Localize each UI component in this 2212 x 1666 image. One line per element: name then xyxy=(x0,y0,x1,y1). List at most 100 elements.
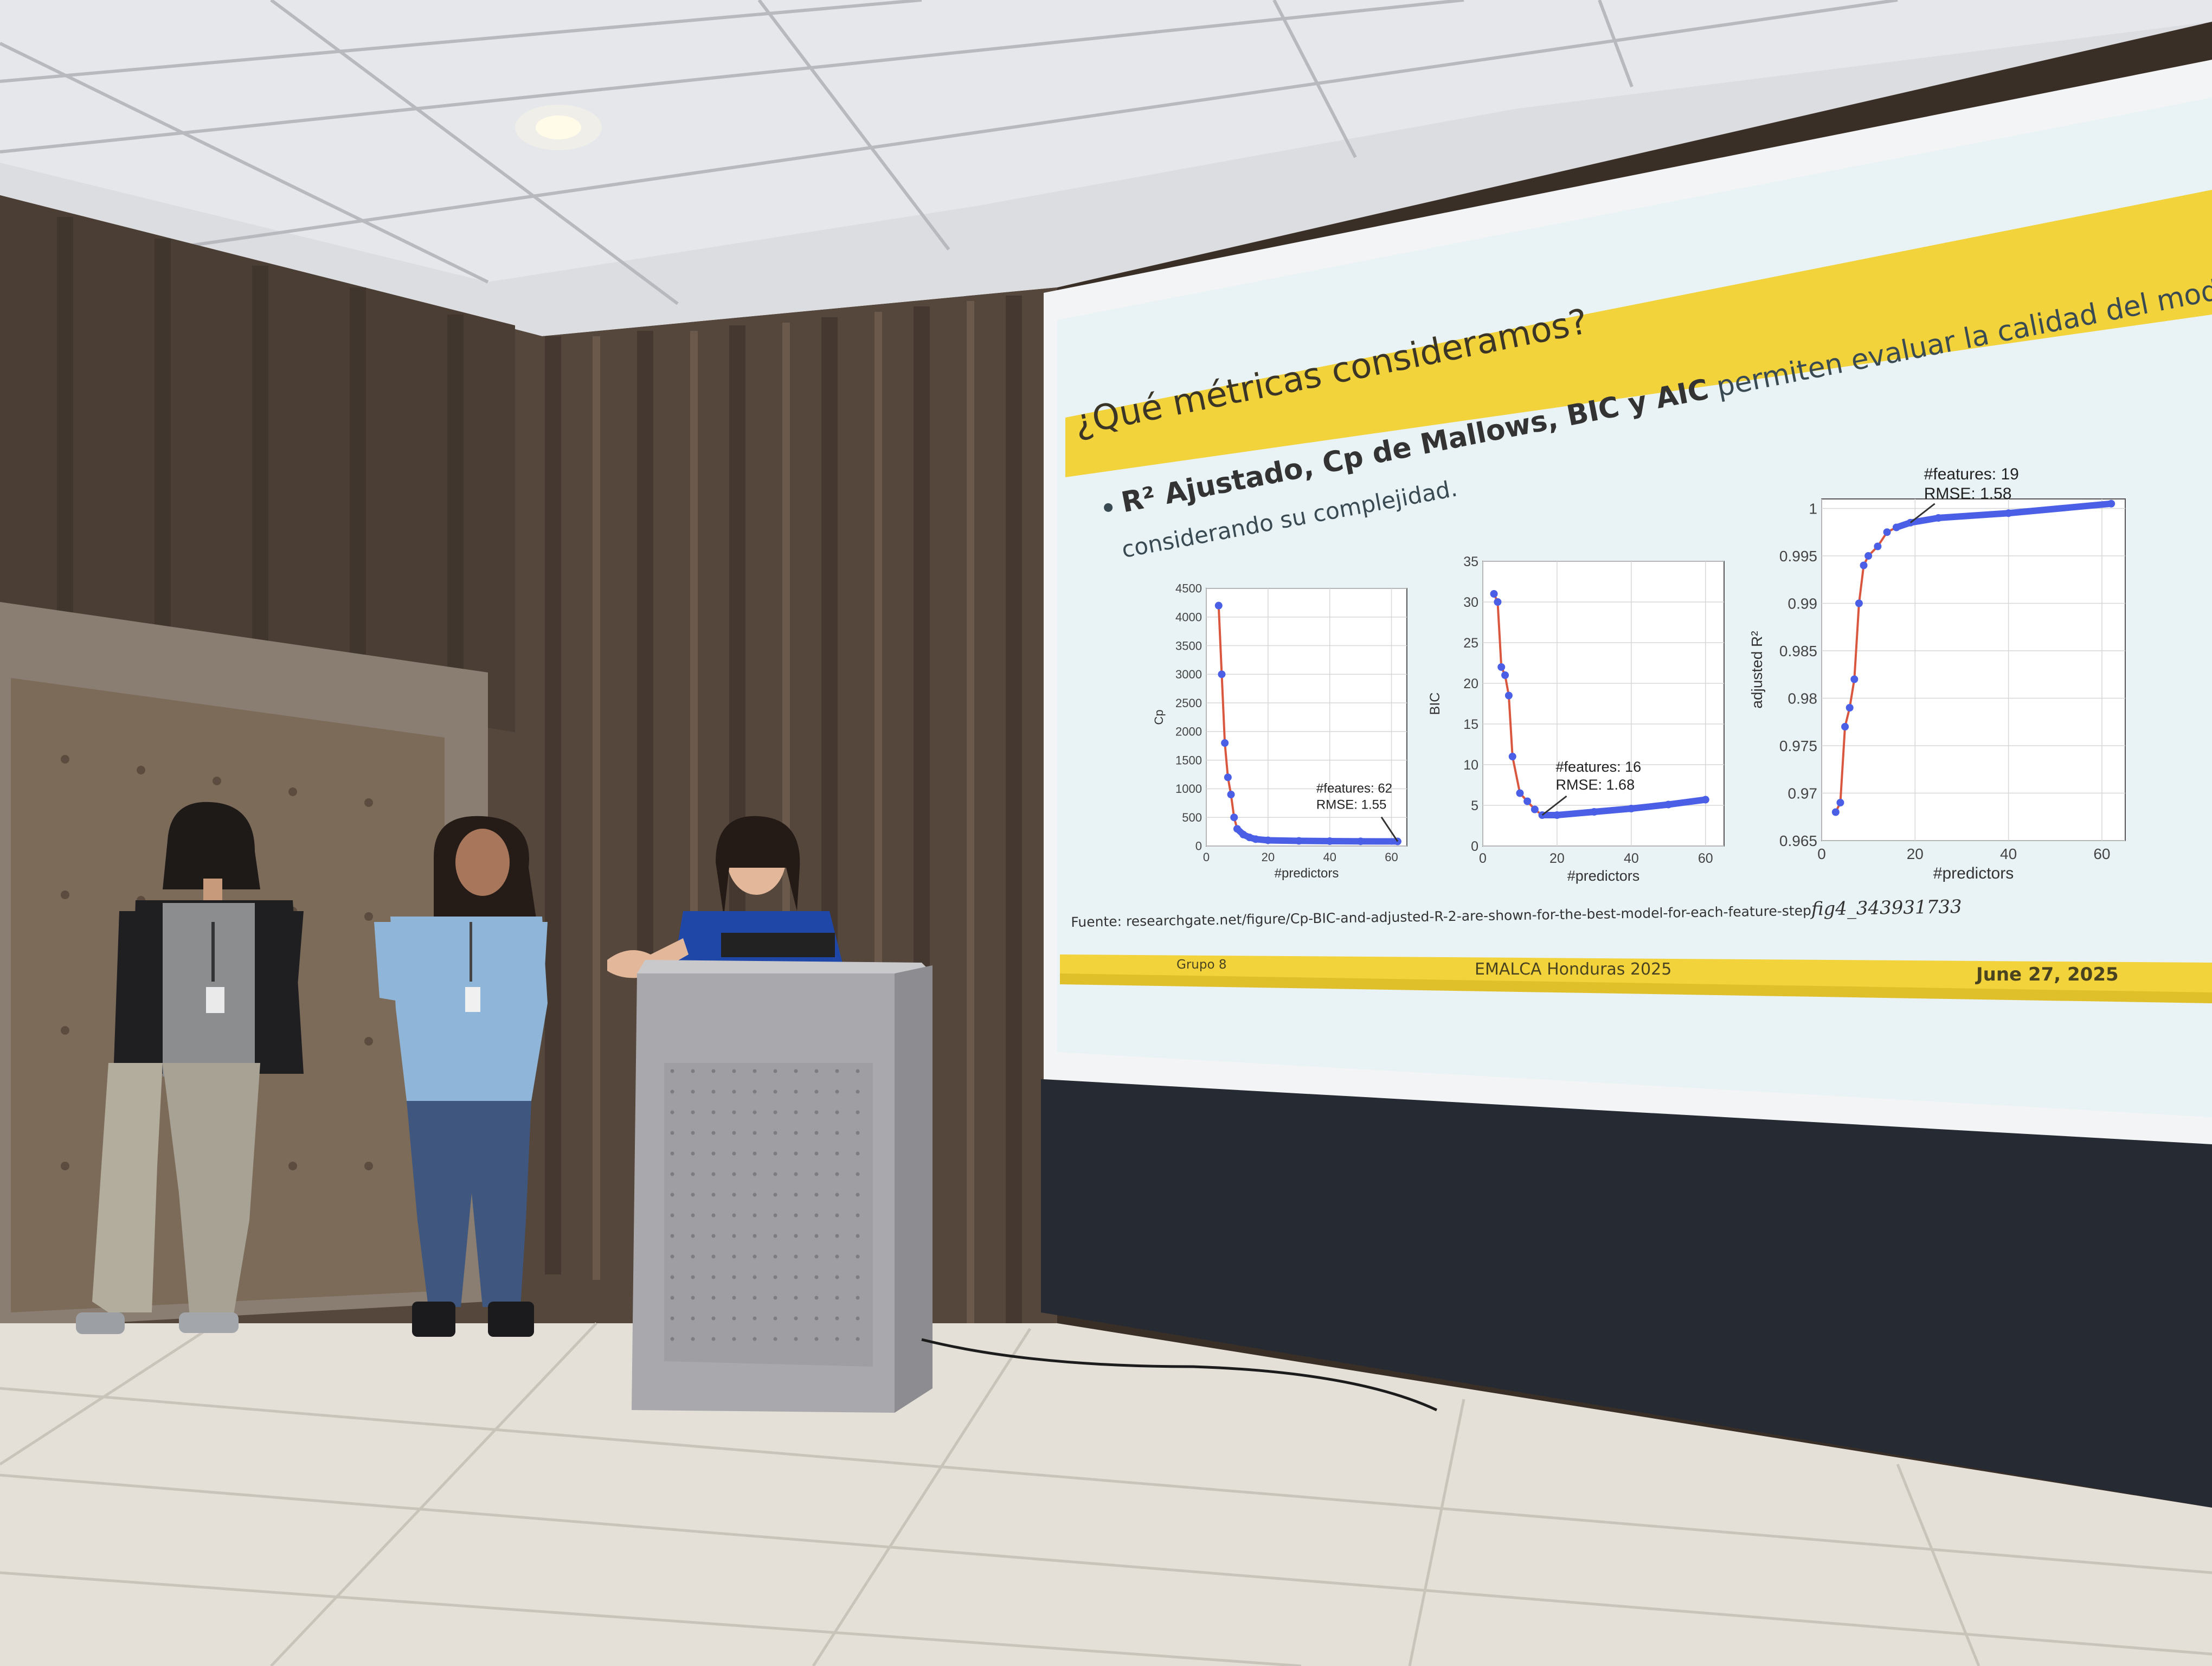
data-point xyxy=(1227,791,1235,798)
lectern-dot xyxy=(856,1337,860,1341)
data-point xyxy=(1230,813,1238,822)
x-tick-label: 60 xyxy=(2093,845,2110,862)
source-suffix: fig4_343931733 xyxy=(1811,896,1962,920)
x-tick-label: 0 xyxy=(1479,851,1487,866)
lectern-dot xyxy=(814,1172,819,1176)
data-point xyxy=(1504,691,1513,700)
lectern-dot xyxy=(773,1069,777,1073)
lectern-dot xyxy=(794,1131,798,1135)
lectern-dot xyxy=(814,1275,819,1279)
x-tick-label: 40 xyxy=(1323,850,1336,864)
lectern-dot xyxy=(814,1316,819,1321)
y-tick-label: 30 xyxy=(1463,595,1478,610)
lectern-dot xyxy=(835,1193,839,1197)
lectern-dot xyxy=(732,1193,736,1197)
lectern-dot xyxy=(691,1193,695,1197)
slide-header-band xyxy=(1065,190,2212,477)
lectern-dot xyxy=(670,1110,674,1114)
lectern-dot xyxy=(856,1275,860,1279)
lectern-dot xyxy=(691,1316,695,1321)
y-tick-label: 1500 xyxy=(1175,753,1202,767)
lectern-dot xyxy=(753,1254,757,1259)
x-tick-label: 0 xyxy=(1817,845,1826,862)
y-tick-label: 1 xyxy=(1809,500,1817,517)
stage-wall xyxy=(1041,1079,2212,1508)
y-axis-label: adjusted R² xyxy=(1748,631,1765,708)
charts-group: 0 20 40 60050010001500200025003000350040004… xyxy=(1152,465,2126,884)
lectern-dot xyxy=(856,1234,860,1238)
lectern-dot xyxy=(814,1131,819,1135)
x-axis-label: #predictors xyxy=(1275,866,1339,881)
lectern-dot xyxy=(835,1151,839,1156)
lectern-dot xyxy=(835,1090,839,1094)
lectern-dot xyxy=(670,1213,674,1218)
lectern-dot xyxy=(814,1110,819,1114)
y-tick-label: 0.98 xyxy=(1788,690,1818,707)
footer-date: June 27, 2025 xyxy=(1976,964,2119,985)
lectern-dot xyxy=(773,1172,777,1176)
plot-frame xyxy=(1206,588,1407,847)
lectern-dot xyxy=(732,1213,736,1218)
x-tick-label: 40 xyxy=(2000,845,2017,862)
lectern-dot xyxy=(773,1275,777,1279)
lectern-dot xyxy=(732,1254,736,1259)
lectern-dot xyxy=(711,1316,716,1321)
x-tick-label: 60 xyxy=(1385,850,1398,864)
lectern-dot xyxy=(732,1275,736,1279)
lectern-dot xyxy=(814,1151,819,1156)
lectern-dot xyxy=(835,1254,839,1259)
lectern-dot xyxy=(856,1110,860,1114)
lectern-dot xyxy=(835,1296,839,1300)
lectern-dot xyxy=(814,1337,819,1341)
y-tick-label: 2500 xyxy=(1175,696,1202,710)
data-point xyxy=(1490,590,1498,598)
y-tick-label: 2000 xyxy=(1175,725,1202,739)
lectern xyxy=(632,960,933,1413)
lectern-dot xyxy=(670,1316,674,1321)
data-point xyxy=(1831,808,1840,816)
y-tick-label: 0.965 xyxy=(1779,832,1817,849)
lectern-dot xyxy=(794,1234,798,1238)
lectern-dot xyxy=(732,1151,736,1156)
data-point xyxy=(1523,797,1532,805)
lectern-dot xyxy=(711,1151,716,1156)
y-tick-label: 15 xyxy=(1463,717,1478,732)
y-axis-label: BIC xyxy=(1427,693,1443,715)
lectern-dot xyxy=(814,1213,819,1218)
presenter-speaking xyxy=(607,816,846,978)
lectern-dot xyxy=(794,1069,798,1073)
x-tick-label: 0 xyxy=(1203,850,1210,864)
y-tick-label: 35 xyxy=(1463,554,1478,569)
lectern-dot xyxy=(691,1110,695,1114)
lectern-dot xyxy=(732,1234,736,1238)
lectern-dot xyxy=(691,1275,695,1279)
lectern-dot xyxy=(670,1193,674,1197)
x-tick-label: 60 xyxy=(1698,851,1713,866)
lectern-dot xyxy=(794,1316,798,1321)
lectern-dot xyxy=(794,1213,798,1218)
y-tick-label: 0.985 xyxy=(1779,643,1817,659)
lectern-dot xyxy=(835,1234,839,1238)
data-point xyxy=(1218,670,1226,678)
bullet-dot xyxy=(1103,502,1114,513)
lectern-dot xyxy=(856,1131,860,1135)
data-point xyxy=(1214,601,1223,610)
slide-footer-band xyxy=(1060,954,2212,995)
lectern-dot xyxy=(794,1110,798,1114)
lectern-dot xyxy=(691,1254,695,1259)
lectern-dot xyxy=(856,1172,860,1176)
y-axis-label: Cp xyxy=(1152,709,1166,725)
lectern-dot xyxy=(670,1131,674,1135)
data-point xyxy=(1531,805,1539,813)
lectern-dot xyxy=(773,1337,777,1341)
lectern-dot xyxy=(773,1110,777,1114)
y-tick-label: 3000 xyxy=(1175,668,1202,681)
lectern-dot xyxy=(753,1069,757,1073)
annotation-text: RMSE: 1.58 xyxy=(1924,485,2012,503)
annotation-text: RMSE: 1.55 xyxy=(1316,798,1386,812)
lectern-dot xyxy=(691,1234,695,1238)
y-tick-label: 20 xyxy=(1463,676,1478,691)
lectern-dot xyxy=(753,1316,757,1321)
data-point xyxy=(1855,599,1863,607)
